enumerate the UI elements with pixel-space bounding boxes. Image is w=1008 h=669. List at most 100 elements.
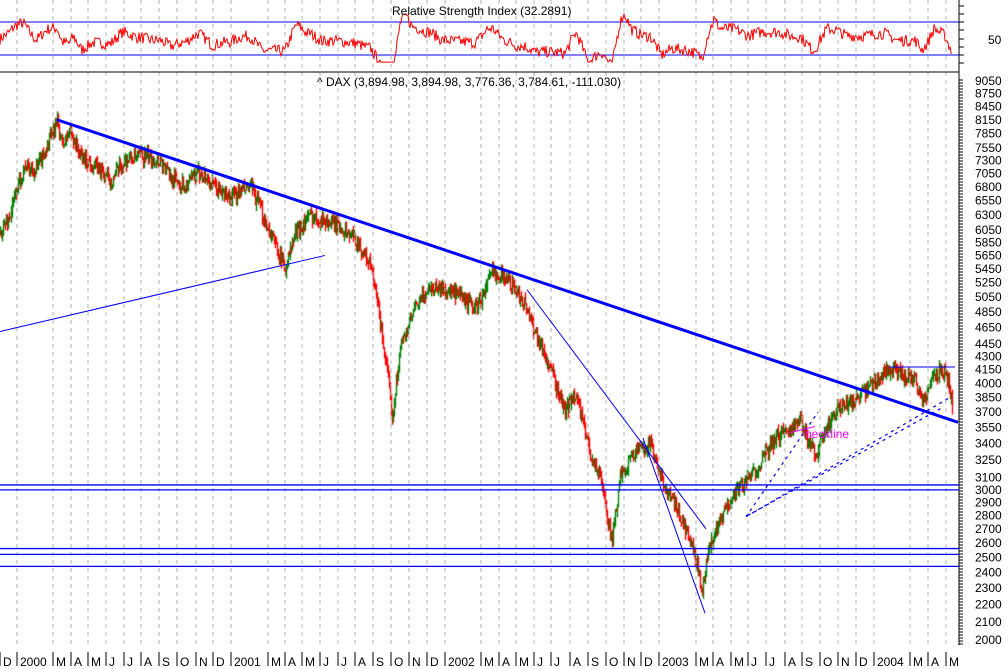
y-tick-label: 8450 <box>975 99 1002 113</box>
x-tick-label: J <box>769 655 775 669</box>
x-tick-label: O <box>394 655 403 669</box>
dashed-trendline <box>745 411 819 518</box>
y-tick-label: 3250 <box>975 453 1002 467</box>
price-title: ^ DAX (3,894.98, 3,894.98, 3,776.36, 3,7… <box>317 75 622 89</box>
x-tick-label: D <box>644 655 653 669</box>
y-tick-label: 4150 <box>975 363 1002 377</box>
x-tick-label: A <box>716 655 724 669</box>
y-tick-label: 7050 <box>975 167 1002 181</box>
rsi-title: Relative Strength Index (32.2891) <box>392 4 572 18</box>
y-tick-label: 3100 <box>975 471 1002 485</box>
y-tick-label: 6550 <box>975 194 1002 208</box>
x-tick-label: N <box>841 655 850 669</box>
x-tick-label: M <box>484 655 494 669</box>
dashed-trendline <box>747 406 944 516</box>
y-tick-label: 5250 <box>975 276 1002 290</box>
x-tick-label: N <box>627 655 636 669</box>
y-tick-label: 8150 <box>975 113 1002 127</box>
y-tick-label: 3850 <box>975 391 1002 405</box>
x-tick-label: S <box>591 655 599 669</box>
x-tick-label: 2002 <box>448 655 475 669</box>
x-tick-label: D <box>430 655 439 669</box>
main-downtrend <box>56 118 959 424</box>
y-tick-label: 4000 <box>975 376 1002 390</box>
y-tick-label: 3400 <box>975 437 1002 451</box>
y-tick-label: 2400 <box>975 566 1002 580</box>
y-tick-label: 5050 <box>975 290 1002 304</box>
y-tick-label: 2900 <box>975 495 1002 509</box>
y-tick-label: 4450 <box>975 337 1002 351</box>
x-tick-label: N <box>412 655 421 669</box>
x-tick-label: A <box>144 655 152 669</box>
y-tick-label: 7850 <box>975 127 1002 141</box>
y-tick-label: 2600 <box>975 536 1002 550</box>
neckline-label: neckline <box>805 427 849 441</box>
y-tick-label: 2500 <box>975 550 1002 564</box>
x-tick-label: A <box>358 655 366 669</box>
x-tick-label: J <box>341 655 347 669</box>
x-tick-label: M <box>56 655 66 669</box>
x-tick-label: D <box>3 655 12 669</box>
y-tick-label: 2000 <box>975 633 1002 647</box>
y-tick-label: 3550 <box>975 421 1002 435</box>
y-tick-label: 3700 <box>975 405 1002 419</box>
x-tick-label: J <box>109 655 115 669</box>
x-tick-label: S <box>162 655 170 669</box>
y-tick-label: 4300 <box>975 350 1002 364</box>
y-tick-label: 4650 <box>975 321 1002 335</box>
x-tick-label: M <box>271 655 281 669</box>
x-tick-label: M <box>519 655 529 669</box>
x-tick-label: N <box>199 655 208 669</box>
y-tick-label: 7300 <box>975 154 1002 168</box>
x-tick-label: M <box>305 655 315 669</box>
y-tick-label: 2300 <box>975 581 1002 595</box>
x-tick-label: J <box>554 655 560 669</box>
x-tick-label: J <box>751 655 757 669</box>
x-tick-label: A <box>74 655 82 669</box>
y-tick-label: 7550 <box>975 141 1002 155</box>
x-tick-label: S <box>805 655 813 669</box>
x-tick-label: J <box>323 655 329 669</box>
x-tick-label: A <box>931 655 939 669</box>
y-tick-label: 6050 <box>975 223 1002 237</box>
x-tick-label: D <box>216 655 225 669</box>
x-tick-label: M <box>949 655 959 669</box>
y-tick-label: 2700 <box>975 522 1002 536</box>
x-tick-label: M <box>699 655 709 669</box>
x-tick-label: D <box>859 655 868 669</box>
x-tick-label: J <box>127 655 133 669</box>
x-tick-label: A <box>788 655 796 669</box>
y-tick-label: 6300 <box>975 208 1002 222</box>
x-tick-label: A <box>288 655 296 669</box>
y-tick-label: 5850 <box>975 236 1002 250</box>
rsi-axis-label-50: 50 <box>988 33 1002 47</box>
decline-2002-line <box>526 289 707 530</box>
rsi-line <box>0 12 953 64</box>
y-tick-label: 2100 <box>975 615 1002 629</box>
x-tick-label: O <box>823 655 832 669</box>
neckline-segment <box>789 425 816 434</box>
steep-decline-line <box>642 437 706 614</box>
y-tick-label: 5650 <box>975 248 1002 262</box>
y-tick-label: 8750 <box>975 87 1002 101</box>
x-tick-label: S <box>376 655 384 669</box>
y-tick-label: 3000 <box>975 483 1002 497</box>
x-tick-label: O <box>609 655 618 669</box>
x-tick-label: J <box>537 655 543 669</box>
y-tick-label: 5450 <box>975 262 1002 276</box>
x-tick-label: M <box>913 655 923 669</box>
x-tick-label: A <box>502 655 510 669</box>
x-tick-label: M <box>91 655 101 669</box>
y-tick-label: 4850 <box>975 305 1002 319</box>
x-tick-label: A <box>573 655 581 669</box>
x-tick-label: M <box>734 655 744 669</box>
x-tick-label: 2004 <box>877 655 904 669</box>
x-tick-label: 2001 <box>234 655 261 669</box>
y-tick-label: 9050 <box>975 74 1002 88</box>
y-tick-label: 2200 <box>975 598 1002 612</box>
x-tick-label: 2000 <box>20 655 47 669</box>
dashed-trendline <box>745 396 951 518</box>
